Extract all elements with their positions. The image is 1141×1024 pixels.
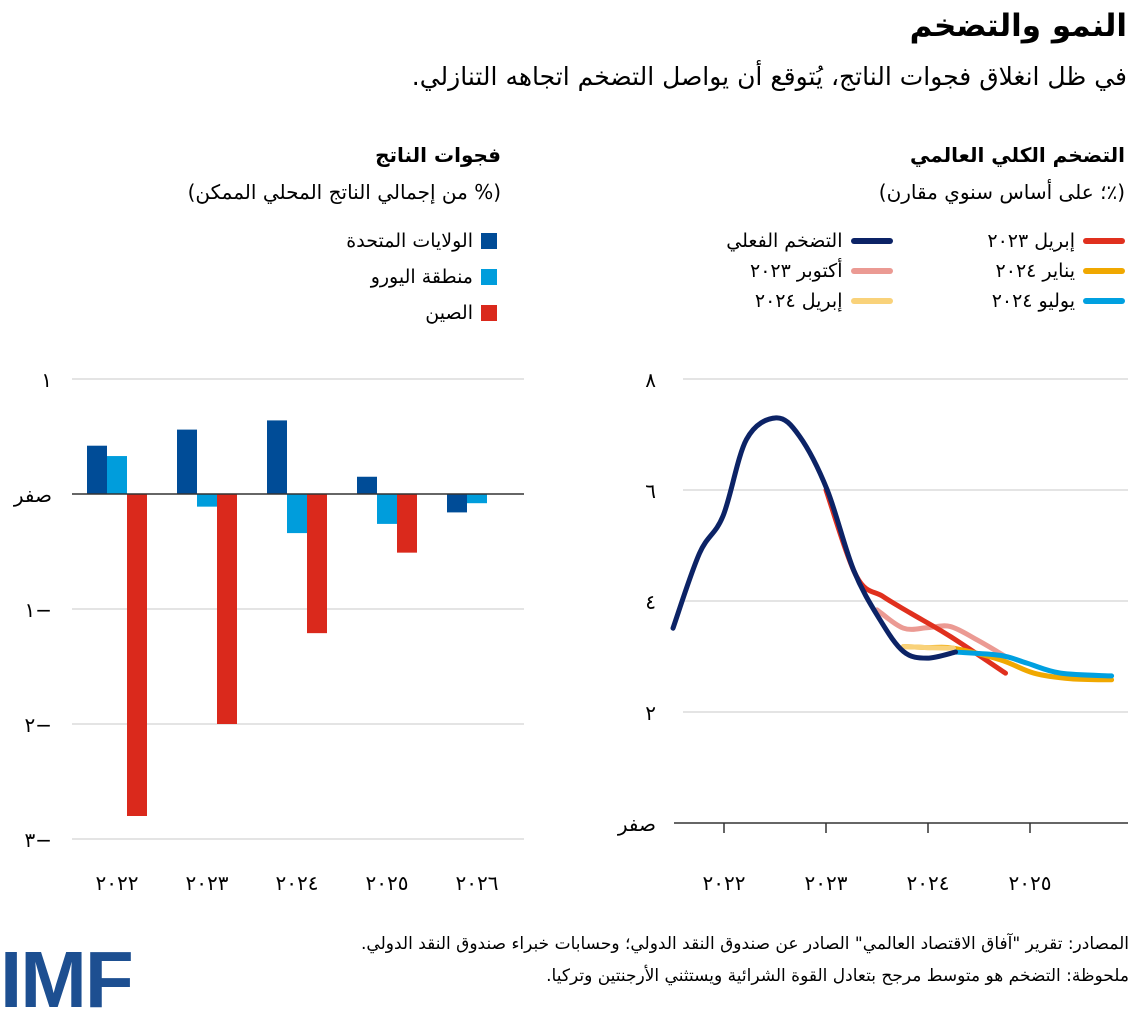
legend-item-oct-2023: أكتوبر ٢٠٢٣	[680, 260, 893, 282]
legend-item-jul-2024: يوليو ٢٠٢٤	[913, 290, 1125, 312]
y-tick-label: ٢−	[24, 713, 52, 737]
bar-chart: ١ صفر ١− ٢− ٣− ٢٠٢٢ ٢٠٢٣ ٢٠٢٤ ٢٠٢٥ ٢٠٢٦	[13, 368, 524, 895]
bar	[307, 494, 327, 634]
y-tick-label: ٤	[645, 590, 656, 614]
legend-label: منطقة اليورو	[370, 266, 473, 288]
legend-swatch	[850, 268, 893, 274]
y-tick-label: صفر	[13, 483, 52, 507]
legend-label: إبريل ٢٠٢٤	[754, 290, 843, 312]
page-subtitle: في ظل انغلاق فجوات الناتج، يُتوقع أن يوا…	[411, 62, 1127, 91]
bar-chart-legend: الولايات المتحدة منطقة اليورو الصين	[346, 230, 497, 324]
bar	[397, 494, 417, 553]
legend-label: التضخم الفعلي	[726, 230, 843, 252]
legend-swatch-euro-area	[481, 269, 497, 285]
bar	[177, 429, 197, 494]
y-tick-label: ٨	[645, 368, 656, 392]
legend-item-us: الولايات المتحدة	[346, 230, 497, 252]
x-tick-label: ٢٠٢٣	[186, 871, 229, 895]
y-tick-label: ١−	[24, 598, 52, 622]
footer: المصادر: تقرير "آفاق الاقتصاد العالمي" ا…	[361, 928, 1129, 992]
line-chart: ٨ ٦ ٤ ٢ صفر ٢٠٢٢ ٢٠٢٣ ٢٠٢٤ ٢٠٢٥	[617, 368, 1128, 895]
x-tick-label: ٢٠٢٦	[456, 871, 499, 895]
x-tick-label: ٢٠٢٤	[907, 871, 950, 895]
legend-swatch-china	[481, 305, 497, 321]
sources-note: المصادر: تقرير "آفاق الاقتصاد العالمي" ا…	[361, 934, 1129, 954]
bar	[267, 420, 287, 494]
bar	[377, 494, 397, 524]
bar	[287, 494, 307, 534]
legend-label: أكتوبر ٢٠٢٣	[749, 260, 843, 282]
bar	[127, 494, 147, 816]
x-tick-label: ٢٠٢٢	[96, 871, 139, 895]
bar	[107, 456, 127, 494]
bar	[197, 494, 217, 507]
bar	[217, 494, 237, 724]
y-tick-label: ٣−	[24, 828, 52, 852]
bar	[87, 445, 107, 494]
legend-label: الولايات المتحدة	[346, 230, 473, 252]
legend-label: الصين	[425, 302, 473, 324]
legend-item-apr-2023: إبريل ٢٠٢٣	[913, 230, 1125, 252]
bar	[357, 476, 377, 494]
bar	[467, 494, 487, 504]
legend-item-actual: التضخم الفعلي	[680, 230, 893, 252]
series-line	[901, 644, 956, 651]
series-line	[953, 649, 1115, 679]
legend-swatch-us	[481, 233, 497, 249]
bar-chart-subtitle: (% من إجمالي الناتج المحلي الممكن)	[187, 180, 501, 204]
imf-logo: IMF	[0, 935, 134, 1024]
y-tick-label: ١	[41, 368, 52, 392]
series-line	[670, 415, 959, 661]
legend-swatch	[850, 298, 893, 304]
bar-chart-title: فجوات الناتج	[375, 143, 501, 167]
legend-item-euro-area: منطقة اليورو	[371, 266, 497, 288]
line-chart-legend: إبريل ٢٠٢٣ التضخم الفعلي يناير ٢٠٢٤ أكتو…	[680, 230, 1125, 312]
x-tick-label: ٢٠٢٤	[276, 871, 319, 895]
line-chart-subtitle: (٪؛ على أساس سنوي مقارن)	[878, 180, 1125, 204]
legend-item-jan-2024: يناير ٢٠٢٤	[913, 260, 1125, 282]
x-tick-label: ٢٠٢٣	[805, 871, 848, 895]
legend-label: يناير ٢٠٢٤	[995, 260, 1075, 282]
x-tick-label: ٢٠٢٥	[366, 871, 409, 895]
legend-swatch	[1083, 298, 1125, 304]
line-chart-title: التضخم الكلي العالمي	[910, 143, 1125, 167]
page-title: النمو والتضخم	[909, 8, 1127, 44]
legend-item-china: الصين	[425, 302, 497, 324]
series-line	[874, 607, 1009, 659]
bar	[447, 494, 467, 513]
y-tick-label: ٢	[645, 701, 656, 725]
y-tick-label: ٦	[645, 479, 656, 503]
legend-item-apr-2024: إبريل ٢٠٢٤	[680, 290, 893, 312]
legend-swatch	[850, 238, 893, 244]
footnote: ملحوظة: التضخم هو متوسط مرجح بتعادل القو…	[546, 966, 1129, 986]
legend-label: إبريل ٢٠٢٣	[987, 230, 1075, 252]
legend-swatch	[1083, 238, 1125, 244]
x-tick-label: ٢٠٢٥	[1009, 871, 1052, 895]
legend-swatch	[1083, 268, 1125, 274]
x-tick-label: ٢٠٢٢	[703, 871, 746, 895]
legend-label: يوليو ٢٠٢٤	[991, 290, 1075, 312]
y-tick-label: صفر	[617, 812, 656, 836]
